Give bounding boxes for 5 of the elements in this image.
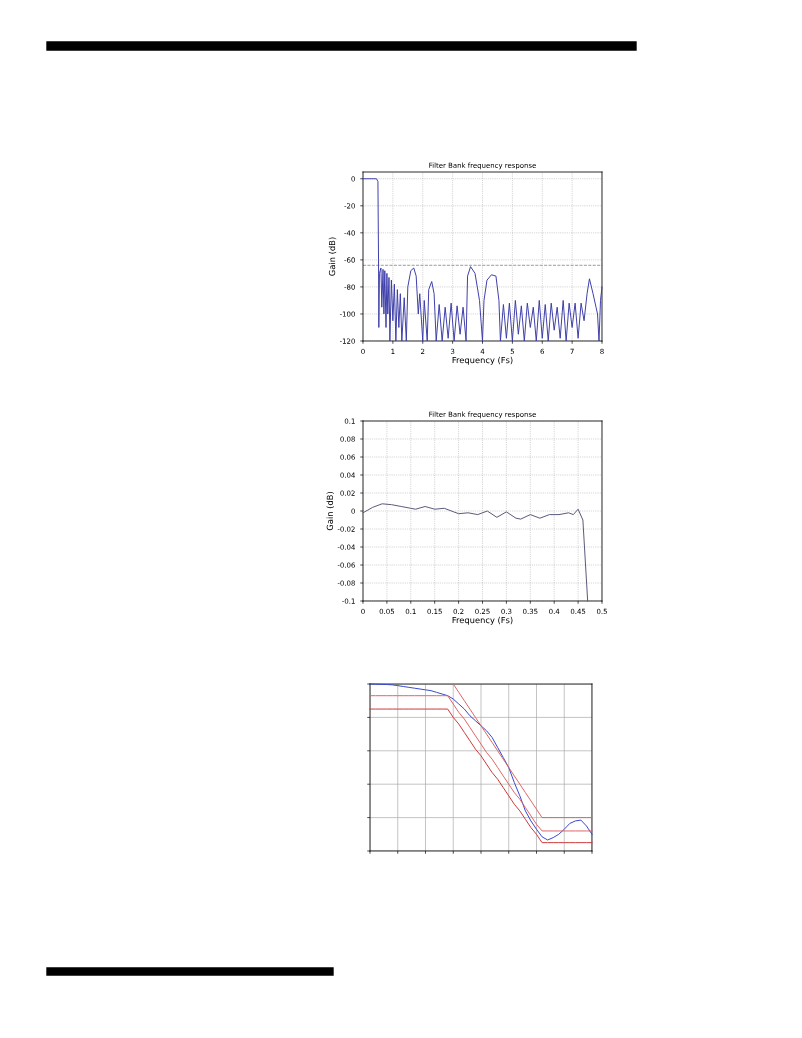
- line-series: [362, 503, 589, 602]
- y-axis-title: Gain (dB): [326, 492, 334, 531]
- x-axis-title: Frequency (Fs): [452, 356, 513, 365]
- y-axis-title: Gain (dB): [328, 237, 337, 276]
- x-axis-title: Frequency (Fs): [452, 616, 513, 625]
